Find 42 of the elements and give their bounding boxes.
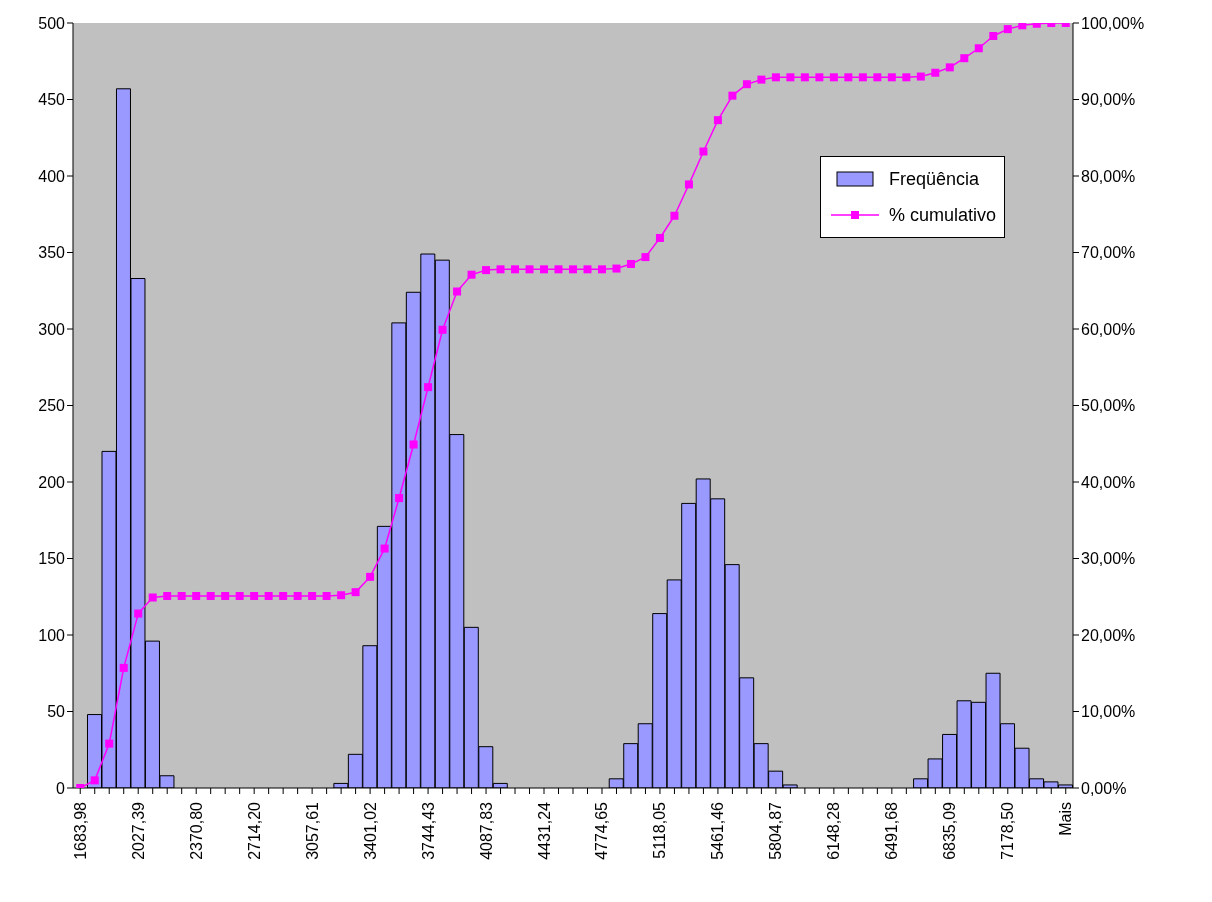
x-tick-label: 5804,87 [767, 801, 785, 860]
y-tick-label: 350 [38, 244, 66, 262]
x-tick-label: Mais [1057, 802, 1075, 836]
y-tick-label: 400 [38, 167, 66, 185]
y2-tick-label: 10,00% [1081, 703, 1136, 721]
x-tick-label: 6148,28 [825, 801, 843, 860]
x-tick-label: 6491,68 [883, 801, 901, 860]
y-tick-label: 50 [47, 703, 66, 721]
legend-label: Freqüência [889, 168, 980, 191]
y2-tick-label: 40,00% [1081, 473, 1136, 491]
x-tick-label: 4774,65 [593, 801, 611, 860]
legend-label: % cumulativo [889, 204, 997, 227]
y2-tick-label: 80,00% [1081, 167, 1136, 185]
y2-tick-label: 60,00% [1081, 320, 1136, 338]
y-tick-label: 0 [56, 779, 66, 797]
x-tick-label: 3401,02 [361, 801, 379, 860]
y2-tick-label: 70,00% [1081, 244, 1136, 262]
y2-tick-label: 30,00% [1081, 550, 1136, 568]
y2-tick-label: 100,00% [1081, 14, 1145, 32]
y-tick-label: 250 [38, 397, 66, 415]
y2-tick-label: 90,00% [1081, 91, 1136, 109]
y-tick-label: 150 [38, 550, 66, 568]
x-tick-label: 2370,80 [187, 801, 205, 860]
y2-tick-label: 50,00% [1081, 397, 1136, 415]
x-tick-label: 2714,20 [245, 801, 263, 860]
y-tick-label: 300 [38, 320, 66, 338]
x-tick-label: 5118,05 [651, 801, 669, 859]
x-tick-label: 5461,46 [709, 801, 727, 860]
y2-tick-label: 20,00% [1081, 626, 1136, 644]
y-tick-label: 450 [38, 91, 66, 109]
y-tick-label: 200 [38, 473, 66, 491]
x-tick-label: 4087,83 [477, 801, 495, 860]
x-tick-label: 4431,24 [535, 801, 553, 860]
x-tick-label: 3744,43 [419, 801, 437, 860]
y2-tick-label: 0,00% [1081, 779, 1127, 797]
x-tick-label: 2027,39 [129, 801, 147, 860]
y-tick-label: 500 [38, 14, 66, 32]
x-tick-label: 6835,09 [941, 801, 959, 860]
y-tick-label: 100 [38, 626, 66, 644]
x-tick-label: 7178,50 [999, 801, 1017, 860]
x-tick-label: 1683,98 [71, 801, 89, 860]
x-tick-label: 3057,61 [303, 801, 321, 860]
